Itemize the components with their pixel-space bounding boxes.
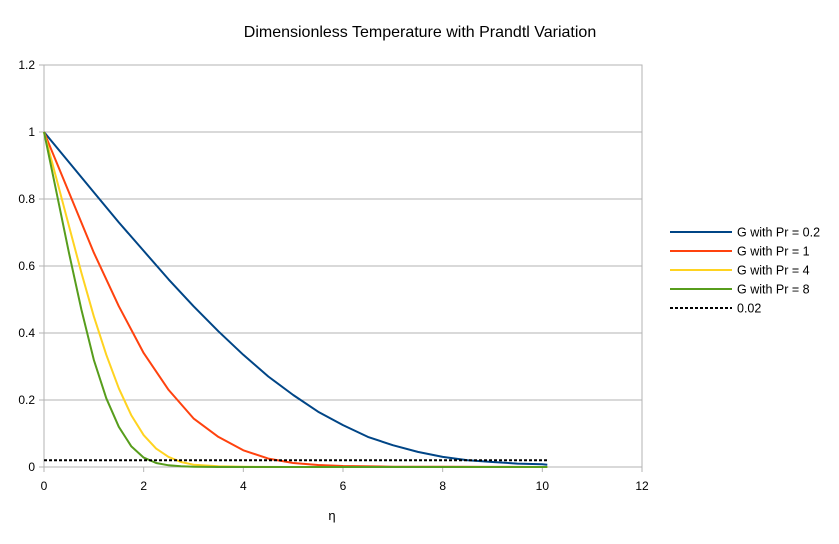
x-tick-label: 10 [536, 479, 550, 493]
x-tick-label: 2 [140, 479, 147, 493]
x-tick-label: 6 [340, 479, 347, 493]
x-tick-label: 8 [439, 479, 446, 493]
x-tick-label: 0 [41, 479, 48, 493]
y-tick-label: 1.2 [18, 58, 35, 72]
y-tick-label: 1 [28, 125, 35, 139]
y-tick-label: 0.8 [18, 192, 35, 206]
y-tick-label: 0.6 [18, 259, 35, 273]
y-tick-label: 0.2 [18, 393, 35, 407]
series-line-3 [43, 131, 548, 468]
x-tick-label: 12 [635, 479, 649, 493]
series-lines [43, 131, 548, 468]
x-tick-label: 4 [240, 479, 247, 493]
legend-label: G with Pr = 8 [737, 283, 810, 297]
chart-title: Dimensionless Temperature with Prandtl V… [244, 24, 596, 41]
legend-label: 0.02 [737, 302, 761, 316]
legend-label: G with Pr = 1 [737, 245, 810, 259]
legend: G with Pr = 0.2 G with Pr = 1 G with Pr = … [670, 226, 820, 316]
legend-label: G with Pr = 0.2 [737, 226, 820, 240]
y-tick-label: 0.4 [18, 326, 35, 340]
y-tick-label: 0 [28, 460, 35, 474]
legend-label: G with Pr = 4 [737, 264, 810, 278]
x-axis-label: η [328, 508, 335, 523]
